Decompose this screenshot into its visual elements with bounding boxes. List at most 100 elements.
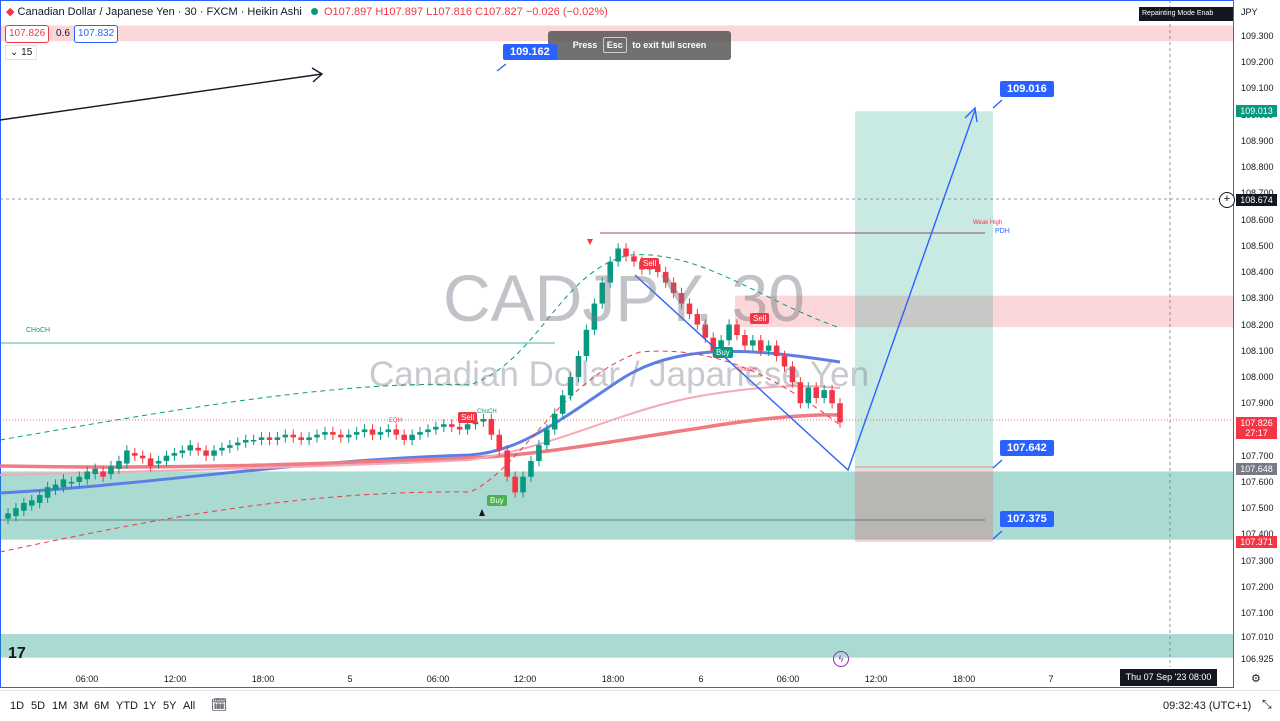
candle-body <box>670 282 677 294</box>
time-axis[interactable]: 06:00 12:00 18:00 5 06:00 12:00 18:00 6 06:00 12:… <box>0 667 1234 688</box>
range-button-1d[interactable]: 1D <box>10 700 25 712</box>
currency-label[interactable]: JPY <box>1241 7 1258 17</box>
candle-body <box>512 476 518 493</box>
callout-pointer <box>992 459 1003 469</box>
candle-body <box>742 335 748 346</box>
tradingview-logo[interactable]: 17 <box>8 645 26 662</box>
candle-body <box>28 500 35 506</box>
candle-body <box>694 314 701 325</box>
lightning-icon[interactable]: ϟ <box>833 651 849 667</box>
price-chart[interactable] <box>0 0 1234 667</box>
candle-body <box>726 324 732 341</box>
candle-body <box>179 450 186 454</box>
candle-body <box>528 460 534 477</box>
candle-body <box>84 471 91 480</box>
time-axis-label: 12:00 <box>864 674 888 684</box>
candle-body <box>551 413 558 430</box>
candle-body <box>13 508 19 517</box>
price-axis-label: 108.400 <box>1241 267 1274 278</box>
candle-body <box>734 324 740 336</box>
candle-body <box>409 434 415 440</box>
candle-body <box>750 340 756 346</box>
esc-key: Esc <box>602 37 627 53</box>
buy-price-button[interactable]: 107.832 <box>74 25 119 43</box>
symbol-watermark: CADJPY, 30 <box>443 261 805 335</box>
price-axis-label: 107.300 <box>1241 555 1274 566</box>
candle-body <box>124 450 130 464</box>
range-button-5y[interactable]: 5Y <box>163 700 177 712</box>
price-axis-label: 107.600 <box>1241 476 1274 487</box>
candle-body <box>623 248 629 257</box>
candle-body <box>274 437 281 440</box>
hint-text: Press <box>572 40 598 50</box>
projection-arrow-head <box>964 106 978 123</box>
price-axis-label: 107.010 <box>1241 631 1274 642</box>
candle-body <box>369 429 376 435</box>
candle-body <box>837 403 843 423</box>
candle-body <box>322 432 328 435</box>
candle-body <box>821 390 827 398</box>
range-button-3m[interactable]: 3M <box>73 700 89 712</box>
range-button-6m[interactable]: 6M <box>94 700 110 712</box>
projection-path <box>634 109 976 472</box>
price-axis-label: 107.200 <box>1241 581 1274 592</box>
sell-signal: Sell <box>640 258 660 269</box>
candle-body <box>678 293 685 304</box>
candle-body <box>789 366 796 383</box>
callout-109162[interactable]: 109.162 <box>503 44 557 60</box>
candle-body <box>464 424 471 430</box>
settings-gear-icon[interactable]: ⚙ <box>1251 673 1261 685</box>
choch-small-label: ChoCH <box>477 409 497 415</box>
price-axis-label: 107.900 <box>1241 398 1274 409</box>
callout-target[interactable]: 109.016 <box>1000 81 1054 97</box>
candle-body <box>52 484 59 490</box>
sell-price-button[interactable]: 107.826 <box>5 25 50 43</box>
indicator-count: 15 <box>21 47 33 58</box>
eqh-label: EQH <box>389 418 403 424</box>
candle-body <box>536 445 542 461</box>
candle-body <box>338 434 344 438</box>
candle-body <box>203 450 209 456</box>
symbol-title[interactable]: Canadian Dollar / Japanese Yen · 30 · FX… <box>17 6 302 18</box>
candle-body <box>417 432 423 435</box>
crosshair-plus-icon[interactable]: + <box>1219 192 1235 208</box>
range-button-5d[interactable]: 5D <box>31 700 46 712</box>
price-axis-label: 108.200 <box>1241 319 1274 330</box>
candle-body <box>36 495 43 503</box>
legend-symbol-icon: ◆ <box>6 6 15 18</box>
date-range-calendar-icon[interactable]: 🗓 <box>211 697 228 712</box>
time-axis-label: 18:00 <box>601 674 625 684</box>
trend-arrow-head <box>311 67 324 83</box>
clock[interactable]: 09:32:43 (UTC+1) <box>1163 700 1252 712</box>
bottom-toolbar: 1D 5D 1M 3M 6M YTD 1Y 5Y All 🗓 09:32:43 (UTC+1) … <box>0 690 1280 721</box>
candle-body <box>108 466 114 475</box>
legend: ◆ Canadian Dollar / Japanese Yen · 30 · … <box>6 5 608 18</box>
indicators-toggle[interactable]: ⌄ 15 <box>5 45 38 60</box>
candle-body <box>797 382 804 404</box>
range-button-ytd[interactable]: YTD <box>116 700 138 712</box>
supply-zone <box>735 295 1234 328</box>
expand-icon[interactable]: ⤡ <box>1262 697 1272 711</box>
range-button-1y[interactable]: 1Y <box>143 700 157 712</box>
sell-signal: Sell <box>458 412 478 423</box>
repaint-notice: Repainting Mode Enab <box>1139 7 1233 21</box>
demand-zone <box>0 634 1234 658</box>
candle-body <box>456 426 463 430</box>
buy-signal: Buy <box>487 495 507 506</box>
price-axis[interactable]: JPY 109.300109.200109.100109.000108.9001… <box>1235 0 1280 690</box>
market-open-icon <box>310 8 318 15</box>
candle-body <box>757 340 764 351</box>
price-tag-stop: 107.371 <box>1236 536 1277 548</box>
range-button-1m[interactable]: 1M <box>52 700 68 712</box>
candle-body <box>441 424 447 427</box>
time-axis-label: 7 <box>1048 674 1054 684</box>
sell-signal: Sell <box>750 313 770 324</box>
range-button-all[interactable]: All <box>183 700 196 712</box>
candle-body <box>686 303 693 315</box>
candle-body <box>773 345 780 357</box>
price-axis-label: 107.400 <box>1241 529 1274 540</box>
candle-body <box>377 432 384 435</box>
candle-body <box>615 248 621 262</box>
callout-entry[interactable]: 107.642 <box>1000 440 1054 456</box>
callout-stop[interactable]: 107.375 <box>1000 511 1054 527</box>
